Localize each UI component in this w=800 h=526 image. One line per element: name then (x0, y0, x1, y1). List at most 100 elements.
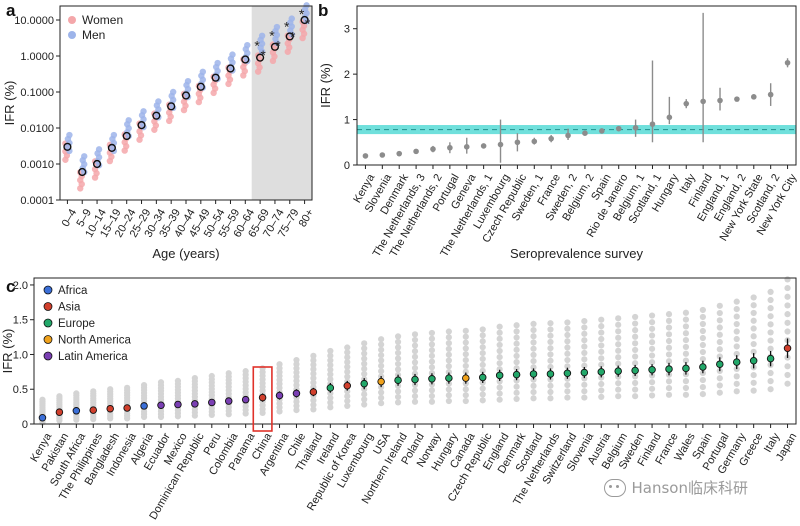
age-adjusted-point (445, 328, 452, 335)
men-point (273, 23, 281, 31)
age-adjusted-point (665, 358, 673, 365)
panel-b-frame (356, 5, 797, 166)
age-adjusted-point (564, 388, 571, 395)
country-estimate-point (766, 354, 775, 363)
age-adjusted-point (733, 350, 740, 358)
men-point (244, 41, 251, 49)
age-adjusted-point (310, 366, 317, 373)
age-adjusted-point (750, 348, 757, 355)
age-adjusted-point (750, 333, 757, 340)
survey-point (463, 144, 470, 150)
legend-label: North America (58, 335, 131, 347)
estimate-point (152, 111, 161, 120)
age-adjusted-point (733, 335, 740, 343)
age-adjusted-point (411, 364, 419, 372)
age-adjusted-point (547, 357, 554, 364)
age-adjusted-point (479, 361, 486, 369)
age-adjusted-point (733, 328, 740, 335)
age-adjusted-point (632, 340, 639, 347)
age-adjusted-point (462, 392, 469, 399)
age-adjusted-point (648, 359, 656, 366)
country-estimate-point (783, 344, 792, 352)
age-adjusted-point (411, 348, 419, 355)
age-adjusted-point (699, 334, 706, 342)
men-point (169, 88, 177, 96)
panel-b-x-axis-label: Seroprevalence survey (510, 246, 643, 261)
country-estimate-point (123, 404, 131, 412)
age-adjusted-point (682, 309, 690, 316)
age-adjusted-point (361, 401, 368, 408)
country-estimate-point (478, 373, 487, 382)
age-adjusted-point (632, 320, 639, 327)
age-adjusted-point (344, 354, 351, 361)
age-adjusted-point (784, 311, 791, 318)
age-adjusted-point (496, 329, 503, 336)
age-adjusted-point (361, 350, 368, 357)
age-adjusted-point (598, 380, 605, 388)
age-adjusted-point (767, 329, 774, 336)
age-adjusted-point (530, 364, 537, 371)
legend-swatch (43, 335, 53, 344)
survey-point (430, 146, 436, 152)
age-adjusted-point (445, 368, 452, 376)
age-adjusted-point (428, 341, 436, 348)
panel-b-y-tick-label: 1 (344, 115, 350, 127)
age-adjusted-point (378, 341, 385, 348)
age-adjusted-point (767, 313, 774, 320)
age-adjusted-point (598, 348, 605, 355)
country-estimate-point (191, 400, 199, 408)
estimate-point (167, 102, 176, 111)
age-adjusted-point (530, 357, 537, 365)
men-point (214, 59, 221, 67)
age-adjusted-point (581, 337, 588, 344)
age-adjusted-point (547, 388, 554, 396)
country-estimate-point (224, 397, 233, 405)
age-adjusted-point (581, 324, 588, 331)
age-adjusted-point (90, 388, 97, 395)
age-adjusted-point (445, 345, 452, 353)
panel-c-y-tick-label: 1.5 (13, 315, 28, 327)
estimate-point (78, 167, 87, 177)
age-adjusted-point (530, 339, 537, 346)
age-adjusted-point (767, 378, 774, 385)
age-adjusted-point (632, 346, 639, 354)
age-adjusted-point (716, 309, 723, 317)
age-adjusted-point (107, 386, 114, 393)
watermark-text: Hanson临床科研 (631, 479, 748, 497)
age-adjusted-point (344, 397, 351, 405)
panel-b-y-axis-label: IFR (%) (318, 63, 333, 108)
country-estimate-point (563, 369, 572, 377)
panel-a-x-axis-label: Age (years) (152, 246, 219, 261)
survey-point (379, 152, 386, 158)
panel-c-y-axis-label: IFR (%) (0, 329, 15, 374)
age-adjusted-point (632, 386, 639, 393)
age-adjusted-point (361, 391, 368, 398)
men-point (125, 117, 132, 124)
age-adjusted-point (378, 389, 385, 396)
observed-star: * (254, 37, 260, 53)
age-adjusted-point (445, 357, 452, 364)
age-adjusted-point (632, 313, 639, 321)
age-adjusted-point (378, 336, 385, 343)
age-adjusted-point (394, 355, 402, 362)
age-adjusted-point (530, 376, 537, 383)
age-adjusted-point (699, 320, 706, 328)
country-estimate-point (343, 382, 352, 390)
panel-a-y-tick-label: 0.0010 (20, 159, 54, 171)
age-adjusted-point (581, 318, 588, 325)
age-adjusted-point (496, 390, 503, 397)
country-estimate-point (648, 366, 656, 374)
age-adjusted-point (682, 391, 690, 398)
country-estimate-point (394, 376, 402, 384)
china-highlight-box (252, 366, 273, 432)
age-adjusted-point (598, 323, 605, 330)
age-adjusted-point (140, 381, 148, 389)
age-adjusted-point (327, 394, 334, 402)
age-adjusted-point (411, 342, 419, 349)
age-adjusted-point (191, 375, 198, 382)
panel-a-x-tick-label: 80+ (297, 207, 317, 229)
age-adjusted-point (462, 351, 469, 358)
age-adjusted-point (157, 379, 165, 386)
age-adjusted-point (394, 344, 402, 351)
age-adjusted-point (750, 309, 757, 317)
